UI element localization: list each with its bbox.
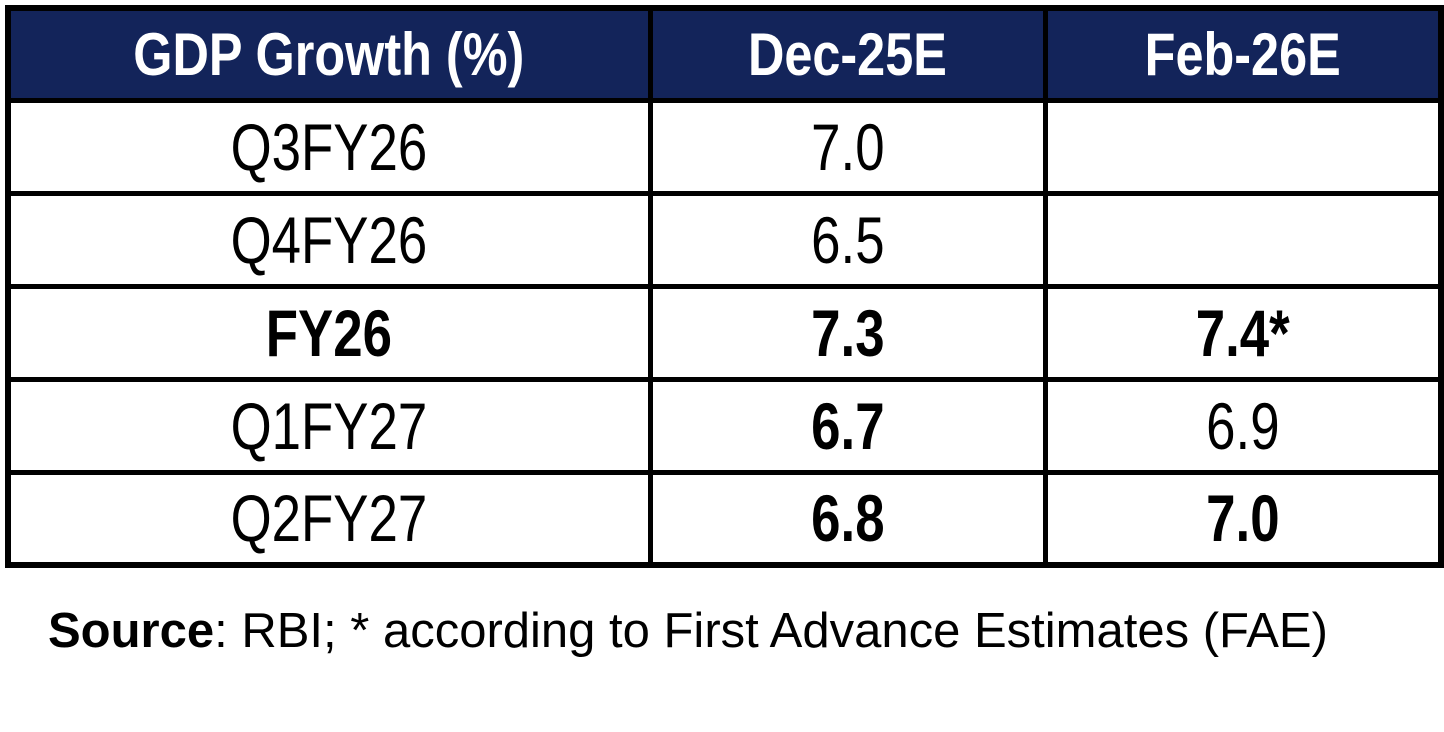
column-header-feb-26e: Feb-26E bbox=[1042, 5, 1444, 103]
column-header-gdp-growth: GDP Growth (%) bbox=[5, 5, 653, 103]
table-header-row: GDP Growth (%) Dec-25E Feb-26E bbox=[5, 5, 1444, 103]
cell-q1fy27-label: Q1FY27 bbox=[5, 376, 653, 475]
table-row-q4fy26: Q4FY26 6.5 bbox=[5, 190, 1444, 289]
gdp-growth-table: GDP Growth (%) Dec-25E Feb-26E Q3FY26 7.… bbox=[5, 5, 1444, 568]
cell-q3fy26-dec: 7.0 bbox=[647, 97, 1048, 196]
cell-q2fy27-dec: 6.8 bbox=[647, 469, 1048, 568]
cell-q3fy26-label: Q3FY26 bbox=[5, 97, 653, 196]
table-row-q2fy27: Q2FY27 6.8 7.0 bbox=[5, 469, 1444, 568]
table-row-q1fy27: Q1FY27 6.7 6.9 bbox=[5, 376, 1444, 475]
cell-q4fy26-label: Q4FY26 bbox=[5, 190, 653, 289]
source-note: Source: RBI; * according to First Advanc… bbox=[48, 598, 1388, 664]
cell-fy26-dec: 7.3 bbox=[647, 283, 1048, 382]
cell-q4fy26-dec: 6.5 bbox=[647, 190, 1048, 289]
cell-q4fy26-feb bbox=[1042, 190, 1444, 289]
cell-fy26-feb: 7.4* bbox=[1042, 283, 1444, 382]
source-note-label: Source bbox=[48, 604, 215, 658]
cell-q1fy27-feb: 6.9 bbox=[1042, 376, 1444, 475]
cell-q2fy27-feb: 7.0 bbox=[1042, 469, 1444, 568]
cell-q3fy26-feb bbox=[1042, 97, 1444, 196]
table-row-fy26: FY26 7.3 7.4* bbox=[5, 283, 1444, 382]
source-note-text: : RBI; * according to First Advance Esti… bbox=[214, 604, 1328, 658]
column-header-dec-25e: Dec-25E bbox=[647, 5, 1048, 103]
cell-fy26-label: FY26 bbox=[5, 283, 653, 382]
cell-q1fy27-dec: 6.7 bbox=[647, 376, 1048, 475]
cell-q2fy27-label: Q2FY27 bbox=[5, 469, 653, 568]
table-row-q3fy26: Q3FY26 7.0 bbox=[5, 97, 1444, 196]
